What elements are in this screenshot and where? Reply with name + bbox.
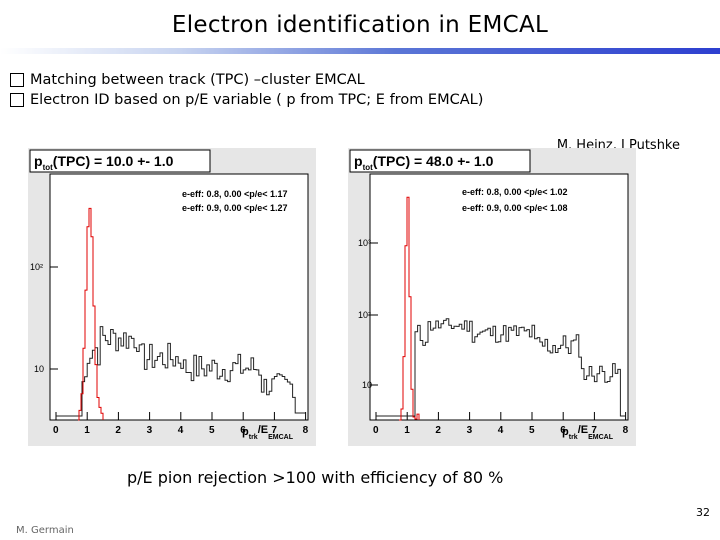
x-axis-label: ptrk/EEMCAL <box>242 424 294 441</box>
bullet-text: Matching between track (TPC) –cluster EM… <box>30 72 365 88</box>
x-tick-label: 4 <box>498 425 504 436</box>
x-tick-label: 1 <box>84 425 90 436</box>
plot-header-box <box>29 149 211 173</box>
x-tick-labels: 0 1 2 3 4 5 6 7 8 <box>373 412 629 436</box>
x-tick-label: 8 <box>623 425 629 436</box>
right-plot-svg: ptot(TPC) = 48.0 +- 1.0 e-eff: 0.8, 0.00… <box>348 148 636 446</box>
legend-entry: e-eff: 0.8, 0.00 <p/e< 1.02 <box>462 187 568 197</box>
left-plot-svg: ptot(TPC) = 10.0 +- 1.0 e-eff: 0.8, 0.00… <box>28 148 316 446</box>
x-tick-label: 5 <box>209 425 215 436</box>
x-tick-label: 2 <box>435 425 441 436</box>
y-tick-label: 10² <box>30 262 43 272</box>
x-axis-label: ptrk/EEMCAL <box>562 424 614 441</box>
title-divider <box>0 48 720 54</box>
pion-histogram <box>376 318 626 417</box>
pion-histogram <box>56 326 306 417</box>
x-tick-label: 2 <box>115 425 121 436</box>
x-tick-label: 1 <box>404 425 410 436</box>
x-tick-label: 0 <box>53 425 59 436</box>
electron-histogram <box>78 207 104 421</box>
electron-histogram <box>399 196 420 421</box>
y-tick-label: 10² <box>358 310 371 320</box>
conclusion-text: p/E pion rejection >100 with efficiency … <box>127 468 504 487</box>
x-tick-label: 7 <box>591 425 597 436</box>
y-tick-label: 10 <box>362 380 372 390</box>
x-tick-label: 3 <box>147 425 153 436</box>
x-tick-label: 3 <box>467 425 473 436</box>
x-tick-labels: 0 1 2 3 4 5 6 7 8 <box>53 412 309 436</box>
x-tick-label: 4 <box>178 425 184 436</box>
plot-header: ptot(TPC) = 48.0 +- 1.0 <box>354 153 494 172</box>
x-tick-label: 6 <box>240 425 246 436</box>
legend-entry: e-eff: 0.9, 0.00 <p/e< 1.27 <box>182 203 288 213</box>
bullet-list: Matching between track (TPC) –cluster EM… <box>10 70 483 110</box>
y-tick-label: 10 <box>34 364 44 374</box>
x-tick-label: 0 <box>373 425 379 436</box>
x-tick-label: 5 <box>529 425 535 436</box>
y-tick-label: 10³ <box>358 238 371 248</box>
legend-entry: e-eff: 0.8, 0.00 <p/e< 1.17 <box>182 189 288 199</box>
checkbox-bullet-icon <box>10 73 24 87</box>
x-tick-label: 8 <box>303 425 309 436</box>
left-plot: ptot(TPC) = 10.0 +- 1.0 e-eff: 0.8, 0.00… <box>28 148 316 446</box>
checkbox-bullet-icon <box>10 93 24 107</box>
bullet-item: Matching between track (TPC) –cluster EM… <box>10 70 483 90</box>
legend-entry: e-eff: 0.9, 0.00 <p/e< 1.08 <box>462 203 568 213</box>
bullet-text: Electron ID based on p/E variable ( p fr… <box>30 92 484 108</box>
plot-header: ptot(TPC) = 10.0 +- 1.0 <box>34 153 174 172</box>
slide-title: Electron identification in EMCAL <box>171 12 549 38</box>
right-plot: ptot(TPC) = 48.0 +- 1.0 e-eff: 0.8, 0.00… <box>348 148 636 446</box>
plot-header-box <box>349 149 531 173</box>
presenter-name: M. Germain <box>16 525 74 536</box>
bullet-item: Electron ID based on p/E variable ( p fr… <box>10 90 483 110</box>
page-number: 32 <box>696 506 710 519</box>
x-tick-label: 7 <box>271 425 277 436</box>
x-tick-label: 6 <box>560 425 566 436</box>
